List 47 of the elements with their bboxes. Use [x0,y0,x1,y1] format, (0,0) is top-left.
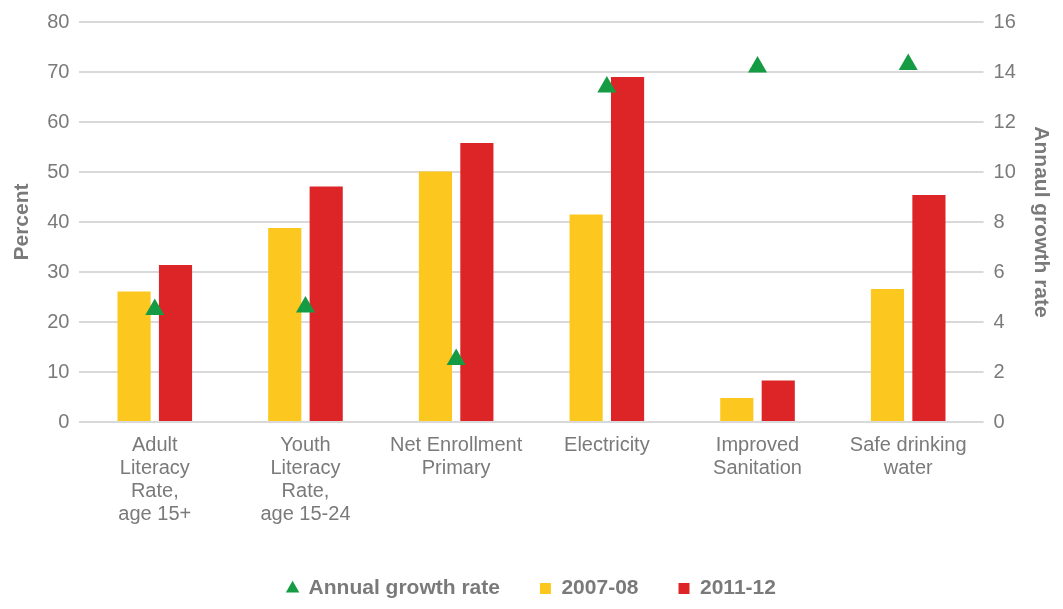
point [898,53,918,70]
bar [610,77,645,421]
y-tick-label: 30 [47,259,70,282]
y-tick-label: 80 [47,9,70,32]
x-tick-label: Youth Literacy Rate, age 15-24 [260,433,351,525]
y-tick-label: 40 [47,209,70,232]
bar [720,398,754,421]
y2-axis-title: Annaul growth rate [1030,126,1054,318]
legend-label: 2007-08 [561,575,639,599]
x-tick-label: Electricity [564,433,650,456]
y-tick-label: 50 [47,159,70,182]
bar [912,195,946,421]
y2-tick-label: 8 [993,209,1005,232]
bar [418,171,453,421]
bar [870,289,905,421]
bar [460,143,494,421]
y2-tick-label: 16 [993,9,1016,32]
point [446,348,466,365]
bar [761,380,795,421]
y-tick-label: 20 [47,309,70,332]
bar [569,214,603,421]
point [145,298,165,315]
x-tick-label: Adult Literacy Rate, age 15+ [118,433,192,525]
y2-tick-label: 12 [993,109,1016,132]
bar [309,186,343,421]
y2-tick-label: 0 [993,409,1005,432]
y2-tick-label: 4 [993,309,1005,332]
y2-tick-label: 10 [993,159,1016,182]
bar [117,291,151,421]
y-tick-label: 10 [47,359,70,382]
point [597,76,617,93]
y-tick-label: 60 [47,109,70,132]
bar [158,265,193,421]
y2-tick-label: 6 [993,259,1005,282]
y2-tick-label: 2 [993,359,1005,382]
y-axis-title: Percent [9,183,33,261]
y-tick-label: 70 [47,59,70,82]
bar [268,228,302,421]
x-tick-label: Net Enrollment Primary [390,433,523,479]
legend-label: 2011-12 [700,575,776,599]
x-tick-label: Improved Sanitation [713,433,803,479]
point [748,56,768,73]
point [295,296,315,313]
y-tick-label: 0 [58,409,70,432]
legend-label: Annual growth rate [308,575,500,599]
y2-tick-label: 14 [993,59,1016,82]
x-tick-label: Safe drinking water [849,433,967,479]
